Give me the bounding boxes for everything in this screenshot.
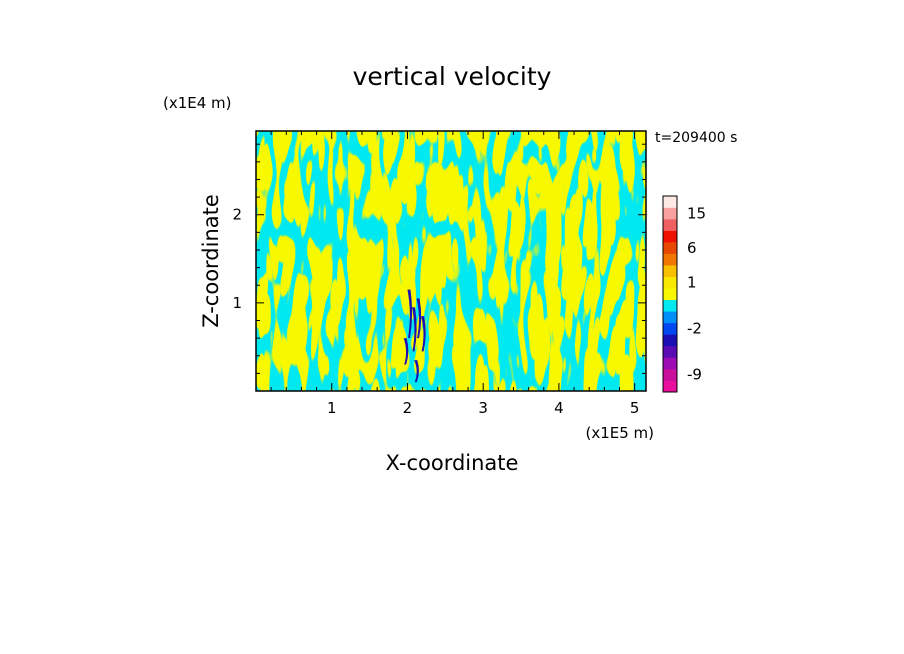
x-axis-label: X-coordinate <box>386 451 519 475</box>
downdraft-streak <box>412 307 417 352</box>
colorbar-swatch <box>663 242 677 254</box>
colorbar-swatch <box>663 207 677 220</box>
heatmap-strong-downdraft-core <box>403 289 426 383</box>
x-unit-label: (x1E5 m) <box>585 424 654 442</box>
colorbar-swatch <box>663 253 677 266</box>
downdraft-streak <box>407 289 413 339</box>
plot-area <box>255 130 647 392</box>
y-unit-label: (x1E4 m) <box>163 94 232 112</box>
heatmap-negative-field <box>256 131 646 391</box>
x-tick-label: 1 <box>327 399 337 417</box>
colorbar-swatch <box>663 357 677 370</box>
colorbar-label: -9 <box>687 366 702 384</box>
downdraft-streak <box>421 316 426 352</box>
colorbar-label: 1 <box>687 273 697 291</box>
x-axis: 1 2 3 4 5 <box>270 131 640 417</box>
y-axis-label: Z-coordinate <box>199 194 223 328</box>
colorbar-swatch <box>663 265 677 278</box>
x-tick-label: 5 <box>630 399 640 417</box>
colorbar-swatch <box>663 322 677 335</box>
colorbar-swatch <box>663 368 677 381</box>
colorbar-swatch <box>663 345 677 358</box>
x-tick-label: 4 <box>554 399 564 417</box>
colorbar-swatch <box>663 380 677 393</box>
colorbar-swatch <box>663 276 677 289</box>
y-axis: 12 <box>232 143 646 374</box>
plot-frame <box>255 130 647 392</box>
colorbar-swatch <box>663 288 677 301</box>
colorbar-label: 6 <box>687 239 697 257</box>
colorbar-label: 15 <box>687 204 706 222</box>
colorbar-frame <box>662 195 678 393</box>
y-tick-label: 1 <box>232 294 242 312</box>
colorbar-swatch <box>663 299 677 312</box>
chart-title: vertical velocity <box>353 62 552 91</box>
colorbar-swatch <box>663 311 677 324</box>
colorbar-swatch <box>663 334 677 347</box>
colorbar-swatch <box>663 196 677 208</box>
colorbar-swatch <box>663 230 677 243</box>
downdraft-streak <box>403 338 409 365</box>
colorbar-swatch <box>663 219 677 231</box>
x-tick-label: 3 <box>478 399 488 417</box>
time-label: t=209400 s <box>655 130 737 146</box>
y-tick-label: 2 <box>232 206 242 224</box>
colorbar: 15 6 1 -2 -9 <box>662 195 706 393</box>
colorbar-label: -2 <box>687 320 702 338</box>
downdraft-streak <box>414 360 419 383</box>
downdraft-streak <box>416 298 422 339</box>
x-tick-label: 2 <box>403 399 413 417</box>
